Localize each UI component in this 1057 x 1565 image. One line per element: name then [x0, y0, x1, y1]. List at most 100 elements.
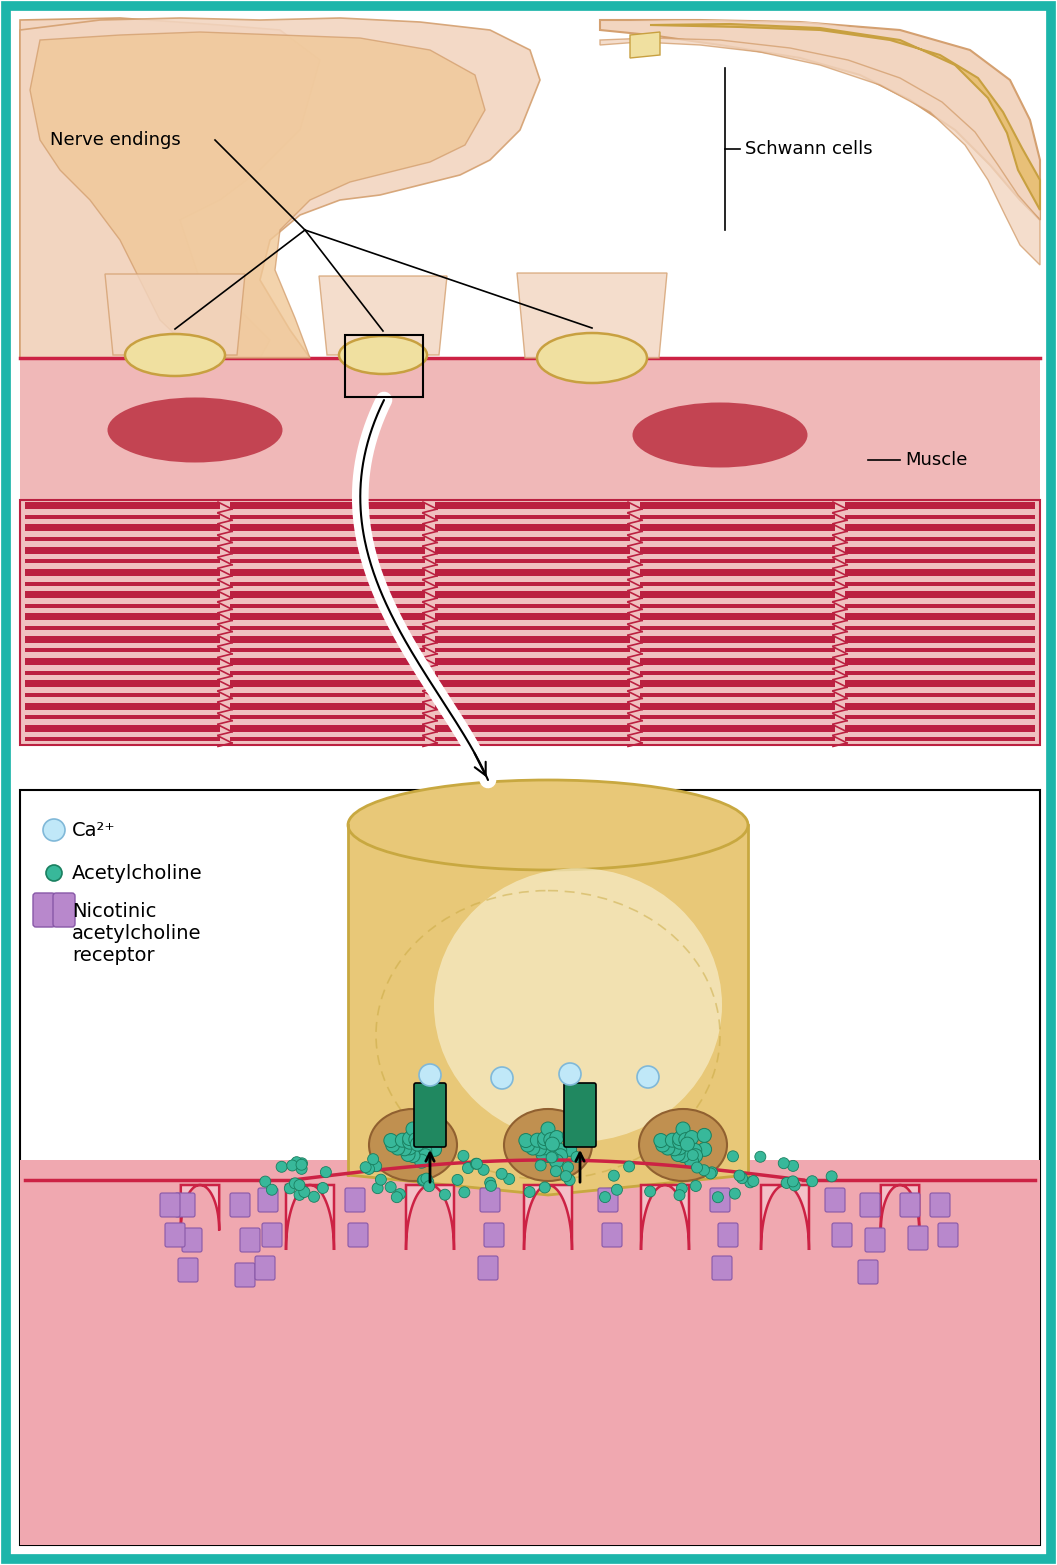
Polygon shape [435, 737, 630, 742]
Circle shape [546, 1152, 557, 1163]
Circle shape [535, 1160, 546, 1171]
Polygon shape [435, 559, 630, 563]
Polygon shape [25, 671, 220, 675]
Circle shape [790, 1180, 800, 1191]
FancyBboxPatch shape [182, 1229, 202, 1252]
Polygon shape [845, 725, 1035, 732]
Circle shape [290, 1178, 300, 1189]
Circle shape [412, 1138, 426, 1152]
Polygon shape [600, 38, 1040, 264]
Circle shape [418, 1174, 429, 1185]
Circle shape [521, 1138, 535, 1152]
Polygon shape [600, 20, 1040, 221]
Circle shape [391, 1191, 403, 1202]
Polygon shape [845, 582, 1035, 585]
Ellipse shape [639, 1110, 727, 1182]
Polygon shape [20, 358, 1040, 499]
Polygon shape [435, 537, 630, 541]
Circle shape [737, 1172, 747, 1183]
Polygon shape [25, 681, 220, 687]
Circle shape [672, 1141, 687, 1155]
Polygon shape [845, 693, 1035, 696]
Circle shape [637, 1066, 659, 1088]
Polygon shape [639, 725, 835, 732]
Circle shape [284, 1183, 295, 1194]
Polygon shape [25, 657, 220, 665]
Polygon shape [25, 592, 220, 598]
FancyBboxPatch shape [858, 1260, 878, 1283]
Ellipse shape [348, 779, 748, 870]
Circle shape [562, 1142, 577, 1157]
Polygon shape [845, 737, 1035, 742]
Circle shape [401, 1147, 415, 1161]
Polygon shape [25, 502, 220, 509]
Circle shape [421, 1174, 432, 1185]
Circle shape [286, 1160, 298, 1171]
Circle shape [427, 1128, 442, 1142]
Polygon shape [845, 613, 1035, 620]
Circle shape [375, 1174, 387, 1185]
Circle shape [459, 1186, 470, 1197]
Circle shape [682, 1138, 696, 1152]
Circle shape [536, 1147, 550, 1161]
Circle shape [645, 1186, 655, 1197]
Circle shape [541, 1122, 555, 1136]
Polygon shape [650, 23, 1040, 210]
Circle shape [372, 1183, 383, 1194]
Polygon shape [25, 693, 220, 696]
Circle shape [672, 1135, 687, 1149]
Circle shape [485, 1180, 497, 1191]
Polygon shape [230, 703, 425, 709]
Circle shape [320, 1166, 331, 1177]
Polygon shape [230, 648, 425, 653]
Polygon shape [435, 715, 630, 720]
Polygon shape [845, 604, 1035, 607]
Polygon shape [230, 546, 425, 554]
Polygon shape [230, 626, 425, 631]
Circle shape [463, 1163, 474, 1174]
Polygon shape [20, 499, 1040, 745]
Polygon shape [639, 613, 835, 620]
Circle shape [364, 1163, 374, 1174]
Circle shape [485, 1177, 496, 1188]
Circle shape [418, 1175, 428, 1186]
Polygon shape [639, 570, 835, 576]
Circle shape [688, 1149, 703, 1163]
Polygon shape [435, 592, 630, 598]
Polygon shape [230, 737, 425, 742]
Polygon shape [435, 657, 630, 665]
Polygon shape [25, 703, 220, 709]
Circle shape [395, 1133, 409, 1147]
Polygon shape [639, 524, 835, 532]
Circle shape [525, 1141, 540, 1155]
FancyBboxPatch shape [160, 1193, 180, 1218]
Circle shape [496, 1169, 507, 1180]
Polygon shape [435, 582, 630, 585]
Ellipse shape [108, 398, 282, 463]
Circle shape [676, 1149, 690, 1163]
Circle shape [531, 1133, 544, 1147]
Circle shape [671, 1147, 685, 1161]
Circle shape [546, 1138, 561, 1152]
Polygon shape [761, 1185, 809, 1250]
Circle shape [548, 1152, 558, 1163]
Circle shape [706, 1167, 718, 1178]
Circle shape [698, 1128, 711, 1142]
FancyBboxPatch shape [235, 1263, 255, 1286]
Circle shape [406, 1122, 420, 1136]
Circle shape [688, 1144, 702, 1157]
FancyBboxPatch shape [33, 894, 55, 926]
Circle shape [550, 1130, 563, 1144]
Polygon shape [230, 515, 425, 518]
Circle shape [414, 1155, 428, 1167]
Circle shape [391, 1141, 405, 1155]
Circle shape [624, 1161, 634, 1172]
Circle shape [654, 1133, 668, 1147]
FancyBboxPatch shape [20, 790, 1040, 1545]
FancyBboxPatch shape [178, 1258, 198, 1282]
Circle shape [611, 1185, 623, 1196]
Polygon shape [435, 546, 630, 554]
FancyBboxPatch shape [258, 1188, 278, 1211]
Polygon shape [435, 570, 630, 576]
Circle shape [394, 1189, 406, 1200]
